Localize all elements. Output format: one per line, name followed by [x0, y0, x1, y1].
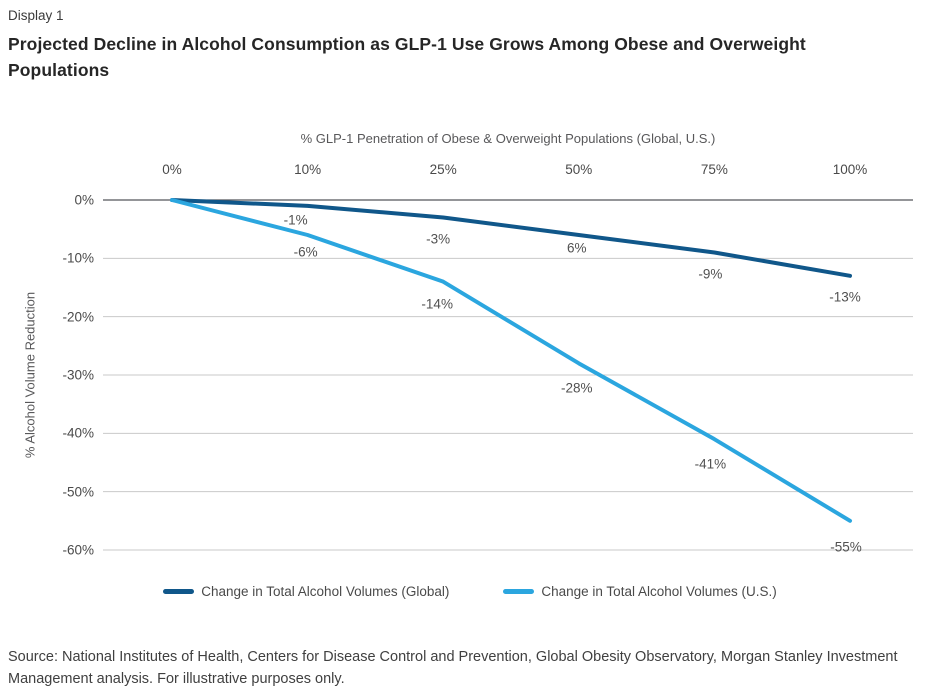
x-tick-label: 10%: [294, 162, 322, 177]
chart-legend: Change in Total Alcohol Volumes (Global)…: [0, 584, 940, 599]
legend-swatch-icon: [503, 589, 535, 594]
data-point-label: -55%: [830, 539, 862, 555]
data-point-label: -6%: [293, 244, 318, 260]
legend-label: Change in Total Alcohol Volumes (U.S.): [541, 584, 777, 599]
display-label: Display 1: [8, 8, 64, 23]
data-point-label: -13%: [829, 289, 861, 305]
line-global: [170, 198, 852, 278]
y-tick-label: -60%: [62, 542, 94, 558]
page-title: Projected Decline in Alcohol Consumption…: [8, 34, 806, 80]
data-point-label: -1%: [283, 212, 308, 228]
y-tick-label: -10%: [62, 250, 94, 266]
y-tick-label: -50%: [62, 484, 94, 500]
legend-item-global: Change in Total Alcohol Volumes (Global): [163, 584, 449, 599]
data-point-label: -3%: [426, 231, 451, 246]
line-us: [170, 198, 852, 523]
x-axis-title: % GLP-1 Penetration of Obese & Overweigh…: [300, 131, 716, 146]
source-note: Source: National Institutes of Health, C…: [8, 649, 898, 687]
x-tick-label: 0%: [162, 162, 182, 177]
x-tick-label: 25%: [429, 162, 457, 177]
y-tick-label: 0%: [74, 192, 94, 208]
data-point-label: -9%: [698, 266, 723, 281]
legend-item-us: Change in Total Alcohol Volumes (U.S.): [503, 584, 777, 599]
y-tick-label: -20%: [62, 309, 94, 325]
legend-label: Change in Total Alcohol Volumes (Global): [201, 584, 450, 599]
data-point-label: -28%: [561, 380, 593, 396]
x-tick-label: 100%: [832, 162, 868, 177]
data-point-label: -14%: [421, 296, 453, 312]
x-tick-label: 75%: [700, 162, 728, 177]
data-point-label: -41%: [694, 456, 727, 472]
data-point-label: 6%: [567, 240, 587, 256]
y-tick-label: -30%: [62, 367, 94, 383]
x-tick-label: 50%: [565, 162, 593, 177]
legend-swatch-icon: [163, 589, 195, 594]
y-tick-label: -40%: [62, 425, 94, 441]
